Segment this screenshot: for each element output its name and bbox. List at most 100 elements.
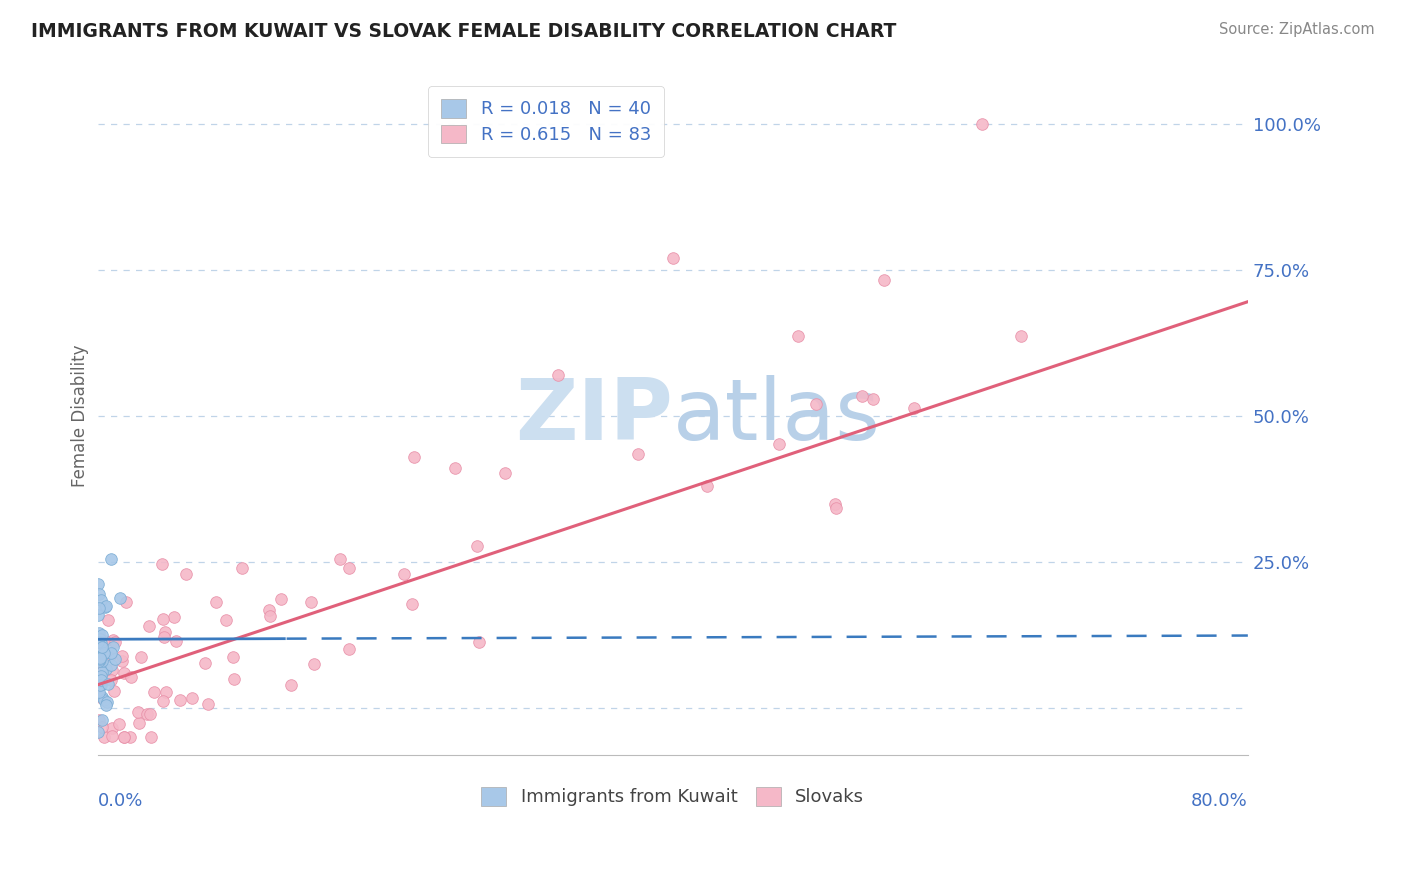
Point — [89, 626, 111, 640]
Point — [197, 697, 219, 711]
Point — [467, 635, 489, 649]
Point — [903, 401, 925, 415]
Point — [108, 717, 131, 731]
Point — [787, 329, 810, 343]
Point — [87, 577, 110, 591]
Point — [862, 392, 884, 406]
Point — [103, 684, 125, 698]
Point — [100, 552, 122, 566]
Point — [259, 609, 281, 624]
Point — [90, 669, 112, 683]
Point — [627, 447, 650, 461]
Point — [91, 660, 114, 674]
Point — [112, 731, 135, 745]
Point — [90, 665, 112, 679]
Point — [128, 716, 150, 731]
Point — [138, 619, 160, 633]
Point — [91, 640, 114, 654]
Point — [91, 690, 114, 704]
Point — [101, 640, 124, 654]
Point — [174, 566, 197, 581]
Point — [101, 729, 124, 743]
Point — [90, 713, 112, 727]
Text: atlas: atlas — [672, 375, 880, 458]
Point — [222, 672, 245, 686]
Point — [181, 690, 204, 705]
Point — [98, 648, 121, 663]
Point — [139, 706, 162, 721]
Point — [143, 685, 166, 699]
Point — [163, 609, 186, 624]
Point — [90, 719, 112, 733]
Point — [465, 539, 488, 553]
Point — [444, 460, 467, 475]
Point — [120, 670, 142, 684]
Point — [89, 600, 111, 615]
Point — [231, 561, 253, 575]
Point — [270, 591, 292, 606]
Point — [87, 607, 110, 622]
Point — [89, 651, 111, 665]
Point — [155, 685, 177, 699]
Point — [547, 368, 569, 383]
Point — [100, 658, 122, 673]
Point — [139, 731, 162, 745]
Point — [90, 673, 112, 688]
Point — [97, 613, 120, 627]
Point — [100, 673, 122, 687]
Point — [152, 631, 174, 645]
Text: Source: ZipAtlas.com: Source: ZipAtlas.com — [1219, 22, 1375, 37]
Point — [401, 597, 423, 611]
Point — [851, 389, 873, 403]
Point — [101, 721, 124, 735]
Point — [806, 397, 828, 411]
Point — [101, 663, 124, 677]
Point — [90, 593, 112, 607]
Point — [194, 656, 217, 670]
Point — [112, 731, 135, 745]
Y-axis label: Female Disability: Female Disability — [72, 345, 89, 487]
Point — [402, 450, 425, 464]
Point — [153, 624, 176, 639]
Point — [91, 647, 114, 661]
Point — [103, 633, 125, 648]
Point — [280, 678, 302, 692]
Text: ZIP: ZIP — [515, 375, 672, 458]
Point — [94, 633, 117, 648]
Point — [89, 651, 111, 665]
Point — [104, 634, 127, 648]
Point — [87, 713, 110, 727]
Point — [259, 602, 281, 616]
Point — [96, 662, 118, 676]
Text: 0.0%: 0.0% — [97, 792, 143, 810]
Point — [93, 731, 115, 745]
Point — [94, 698, 117, 713]
Point — [120, 731, 142, 745]
Point — [329, 552, 352, 566]
Point — [100, 646, 122, 660]
Point — [165, 633, 187, 648]
Point — [115, 595, 138, 609]
Text: 80.0%: 80.0% — [1191, 792, 1249, 810]
Point — [87, 724, 110, 739]
Point — [111, 649, 134, 664]
Point — [152, 612, 174, 626]
Point — [661, 252, 683, 266]
Point — [112, 665, 135, 680]
Point — [339, 642, 361, 657]
Point — [494, 466, 516, 480]
Point — [94, 600, 117, 615]
Text: IMMIGRANTS FROM KUWAIT VS SLOVAK FEMALE DISABILITY CORRELATION CHART: IMMIGRANTS FROM KUWAIT VS SLOVAK FEMALE … — [31, 22, 896, 41]
Point — [299, 595, 322, 609]
Point — [87, 654, 110, 668]
Point — [87, 635, 110, 649]
Point — [135, 706, 157, 721]
Point — [169, 693, 191, 707]
Point — [89, 632, 111, 646]
Point — [90, 636, 112, 650]
Point — [150, 557, 173, 571]
Point — [131, 650, 153, 665]
Point — [90, 662, 112, 676]
Legend: Immigrants from Kuwait, Slovaks: Immigrants from Kuwait, Slovaks — [474, 780, 872, 814]
Point — [824, 501, 846, 516]
